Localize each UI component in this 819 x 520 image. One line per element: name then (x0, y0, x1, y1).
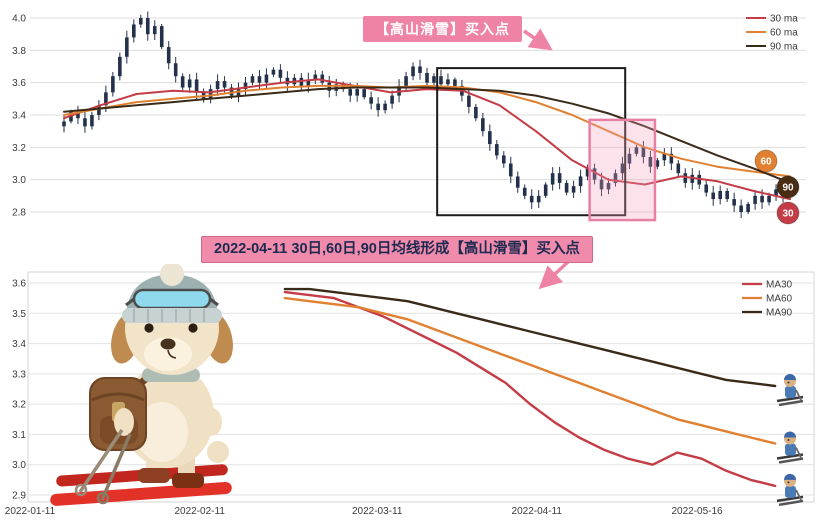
ma60-line (283, 296, 777, 445)
top-grid: 4.0 3.8 3.6 3.4 3.2 3.0 2.8 (12, 14, 806, 219)
svg-text:3.4: 3.4 (12, 339, 26, 350)
signal-banner-text: 2022-04-11 30日,60日,90日均线形成【高山滑雪】买入点 (214, 241, 580, 257)
svg-text:3.0: 3.0 (12, 460, 26, 471)
signal-banner: 2022-04-11 30日,60日,90日均线形成【高山滑雪】买入点 (201, 236, 593, 263)
svg-text:3.8: 3.8 (12, 46, 26, 57)
svg-text:3.2: 3.2 (12, 143, 26, 154)
svg-text:3.6: 3.6 (12, 78, 26, 89)
breakdown-highlight-box (436, 67, 627, 217)
signal-highlight-box (588, 118, 657, 222)
ma90-line (63, 86, 791, 184)
svg-text:2022-02-11: 2022-02-11 (174, 506, 225, 517)
svg-text:3.5: 3.5 (12, 309, 26, 320)
svg-text:30 ma: 30 ma (770, 14, 798, 25)
ski-poles-graphic (74, 429, 132, 505)
svg-text:2.8: 2.8 (12, 208, 26, 219)
svg-text:60: 60 (760, 157, 772, 168)
svg-text:2.9: 2.9 (12, 491, 26, 502)
svg-text:90: 90 (782, 183, 794, 194)
svg-text:3.0: 3.0 (12, 175, 26, 186)
svg-text:MA90: MA90 (766, 308, 793, 319)
svg-text:3.6: 3.6 (12, 279, 26, 290)
svg-text:2022-05-16: 2022-05-16 (671, 506, 723, 517)
ma30-line (283, 290, 777, 488)
svg-text:3.1: 3.1 (12, 430, 26, 441)
ski-goggles-graphic (132, 288, 212, 310)
svg-text:30: 30 (782, 209, 794, 220)
svg-text:MA30: MA30 (766, 280, 793, 291)
mini-skier-icon (776, 472, 804, 506)
ma90-line (283, 287, 777, 388)
svg-text:3.2: 3.2 (12, 400, 26, 411)
bottom-legend: MA30 MA60 MA90 (742, 280, 793, 319)
bottom-grid: 3.6 3.5 3.4 3.3 3.2 3.1 3.0 2.9 2022-01-11 2022-0… (5, 279, 814, 517)
ma-badge-90 (776, 175, 800, 199)
svg-text:3.3: 3.3 (12, 369, 26, 380)
bottom-chart-svg: 3.6 3.5 3.4 3.3 3.2 3.1 3.0 2.9 2022-01-11 2022-0… (5, 258, 815, 517)
top-legend: 30 ma 60 ma 90 ma (746, 14, 798, 53)
ma60-line (63, 84, 791, 178)
ma-badge-60 (754, 149, 778, 173)
ma30-line (63, 78, 791, 201)
svg-text:90 ma: 90 ma (770, 42, 798, 53)
mini-skier-icon (776, 430, 804, 464)
buy-point-callout: 【高山滑雪】买入点 (363, 16, 522, 42)
svg-text:60 ma: 60 ma (770, 28, 798, 39)
callout-arrow (523, 28, 553, 51)
ma-badge-30 (776, 201, 800, 225)
svg-text:2022-03-11: 2022-03-11 (352, 506, 403, 517)
top-chart-svg: 4.0 3.8 3.6 3.4 3.2 3.0 2.8 30 ma 60 ma 90 ma 60 90… (12, 11, 806, 225)
bottom-plot-border (27, 271, 815, 503)
banner-arrow (538, 258, 572, 290)
svg-text:4.0: 4.0 (12, 14, 26, 25)
buy-point-callout-text: 【高山滑雪】买入点 (375, 21, 510, 37)
svg-text:2022-01-11: 2022-01-11 (5, 506, 56, 517)
svg-text:2022-04-11: 2022-04-11 (512, 506, 563, 517)
skiing-dog-illustration (50, 264, 233, 506)
svg-text:3.4: 3.4 (12, 111, 26, 122)
mini-skier-icon (776, 372, 804, 406)
beanie-hat-graphic (122, 264, 222, 323)
svg-text:MA60: MA60 (766, 294, 793, 305)
